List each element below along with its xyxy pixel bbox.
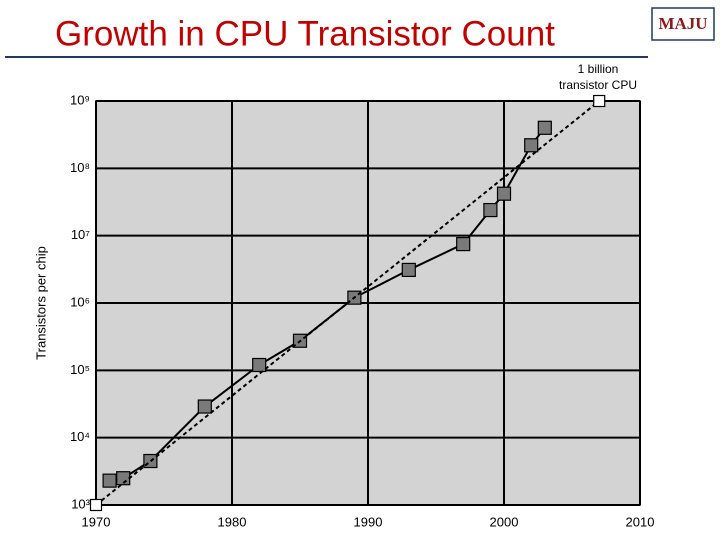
y-tick-label: 10⁹ [70,92,90,107]
y-tick-label: 10⁴ [70,429,90,444]
data-point [102,473,117,488]
x-tick-label: 2000 [490,514,519,529]
data-point [197,399,212,414]
data-point [89,498,103,512]
y-tick-label: 10⁶ [70,294,90,309]
y-tick-label: 10⁷ [71,227,90,242]
x-tick-label: 1990 [354,514,383,529]
data-point [593,94,606,108]
y-axis-label: Transistors per chip [33,246,48,360]
series-line [95,100,600,506]
logo-box [651,7,715,41]
x-tick-label: 2010 [626,514,655,529]
y-tick-label: 10⁵ [70,362,90,377]
data-point [524,138,539,153]
data-point [252,357,267,373]
data-point [401,262,416,278]
x-tick-label: 1970 [82,514,111,529]
annotation: 1 billion [578,62,619,76]
data-point [537,120,552,135]
x-tick-label: 1980 [218,514,247,529]
annotation: transistor CPU [559,78,637,92]
chart: 1970 1980 1990 2000 2010 10³ 10⁴ 10⁵ 10⁶ 10⁷ 10⁸ 10… [33,62,654,529]
y-tick-label: 10⁸ [70,160,90,175]
data-point [483,202,498,218]
logo: MAJU [658,14,707,33]
data-point [456,236,471,252]
data-point [496,186,512,201]
slide-title: Growth in CPU Transistor Count [55,14,555,53]
y-tick-label: 10³ [71,496,90,511]
